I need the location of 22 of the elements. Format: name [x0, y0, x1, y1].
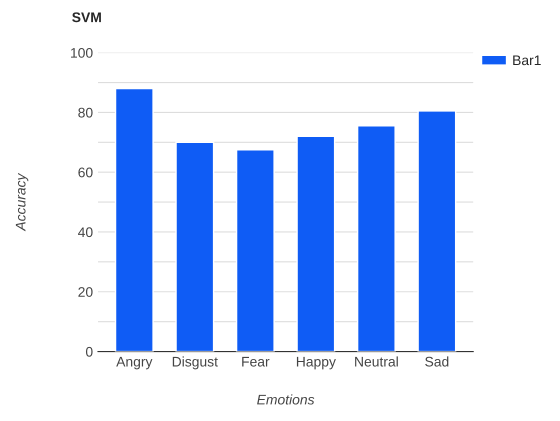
x-tick-label: Disgust [172, 356, 218, 370]
y-tick-label: 80 [78, 108, 93, 118]
x-axis-title: Emotions [257, 394, 314, 405]
bar [356, 125, 396, 352]
y-tick-label: 100 [71, 48, 93, 58]
y-tick-label: 20 [78, 287, 93, 297]
bar [417, 110, 456, 352]
bar [114, 88, 154, 352]
x-tick-label: Sad [425, 356, 448, 367]
legend-label: Bar1 [513, 55, 541, 66]
x-tick-label: Happy [296, 356, 336, 370]
y-tick-label: 0 [86, 346, 93, 357]
bar [236, 149, 275, 352]
x-tick-label: Angry [116, 356, 152, 370]
y-tick-label: 40 [78, 227, 93, 238]
x-tick-label: Fear [242, 356, 270, 367]
bar [296, 136, 336, 352]
x-tick-label: Neutral [355, 356, 398, 367]
bar [175, 142, 214, 352]
chart-title: SVM [72, 12, 101, 22]
y-axis-title: Accuracy [16, 172, 28, 232]
y-tick-label: 60 [78, 168, 93, 178]
